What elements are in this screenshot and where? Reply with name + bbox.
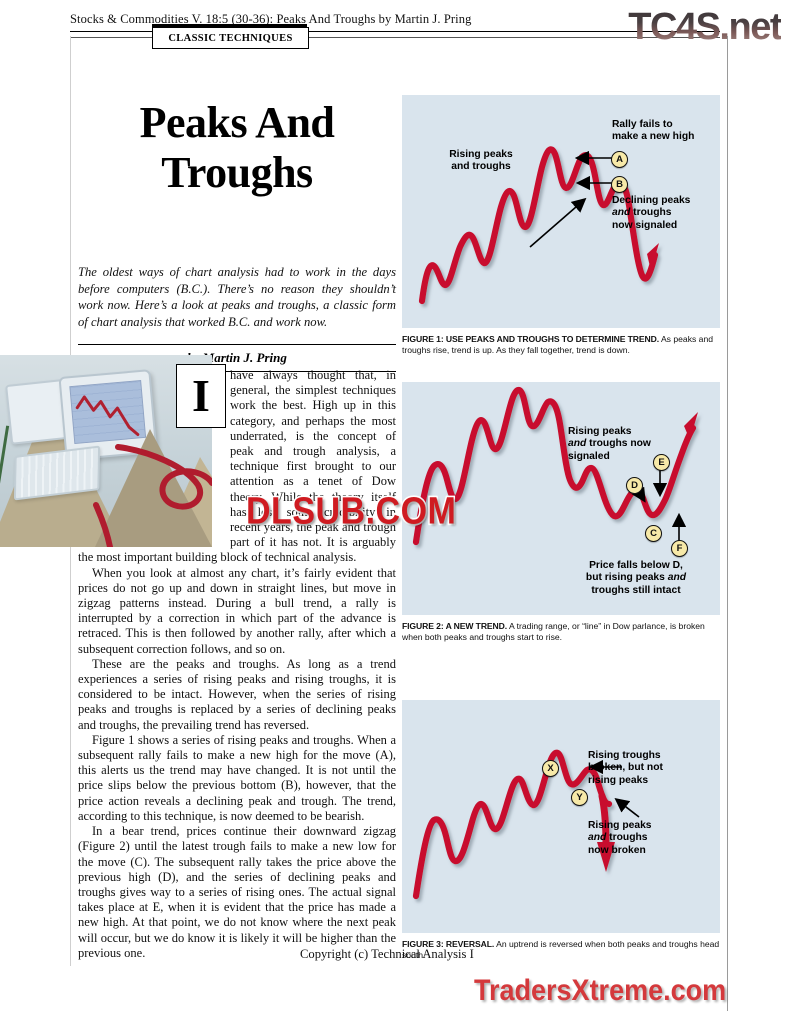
watermark-tc4s: TC4S.net	[628, 6, 782, 48]
figure-1-marker-a: A	[611, 151, 628, 168]
article-deck: The oldest ways of chart analysis had to…	[78, 265, 396, 329]
body-paragraph-4: Figure 1 shows a series of rising peaks …	[78, 732, 396, 823]
ann-text: and troughs now	[568, 438, 651, 450]
column-divider-rule	[727, 36, 728, 1011]
figure-3-annotation-troughs-broken: Rising troughs broken, but not rising pe…	[588, 750, 708, 787]
ann-text: Rising peaks	[449, 149, 513, 160]
figure-2-marker-e: E	[653, 454, 670, 471]
figure-1-trend-arrow	[529, 197, 587, 248]
figure-3-plot: Rising troughs broken, but not rising pe…	[402, 700, 720, 933]
ann-text: make a new high	[612, 131, 695, 143]
ann-text: signaled	[568, 450, 610, 462]
figure-1-marker-b: B	[611, 176, 628, 193]
ann-text: Rising peaks	[588, 820, 652, 831]
figure-3-marker-y: Y	[571, 789, 588, 806]
figure-2: Rising peaks and troughs now signaled Pr…	[402, 382, 720, 643]
figure-2-annotation-rising: Rising peaks and troughs now signaled	[568, 426, 690, 463]
drop-cap: I	[176, 364, 226, 428]
figure-2-plot: Rising peaks and troughs now signaled Pr…	[402, 382, 720, 615]
byline: by Martin J. Pring	[187, 350, 287, 365]
header-rule-thick	[70, 31, 720, 32]
body-paragraph-1: have always thought that, in general, th…	[78, 368, 396, 565]
illustration-screen-chart-icon	[75, 395, 140, 436]
figure-1-annotation-rising: Rising peaks and troughs	[426, 149, 536, 174]
kicker-box: CLASSIC TECHNIQUES	[152, 27, 309, 49]
ann-text: Rising peaks	[568, 426, 632, 437]
byline-rule-top	[78, 344, 396, 345]
ann-text: Rising troughs	[588, 750, 661, 761]
watermark-dlsub: DLSUB.COM	[244, 488, 457, 534]
copyright-notice: Copyright (c) Technical Analysis I	[300, 947, 474, 961]
ann-text: Declining peaks	[612, 195, 691, 206]
figure-1-caption: FIGURE 1: USE PEAKS AND TROUGHS TO DETER…	[402, 334, 720, 356]
figure-1-caption-bold: FIGURE 1: USE PEAKS AND TROUGHS TO DETER…	[402, 334, 660, 344]
body-paragraph-2: When you look at almost any chart, it’s …	[78, 565, 396, 656]
figure-1-caption-rest: As peaks and troughs rise, trend is up. …	[402, 334, 714, 355]
ann-text: and troughs	[588, 832, 648, 844]
kicker-label: CLASSIC TECHNIQUES	[168, 32, 293, 44]
ann-text: broken, but not	[588, 762, 663, 774]
running-head: Stocks & Commodities V. 18:5 (30-36): Pe…	[70, 12, 472, 26]
figure-3-annotation-now-broken: Rising peaks and troughs now broken	[588, 820, 704, 857]
figure-2-caption-bold: FIGURE 2: A NEW TREND.	[402, 621, 508, 631]
figure-3-caption: FIGURE 3: REVERSAL. An uptrend is revers…	[402, 939, 720, 961]
body-paragraph-3: These are the peaks and troughs. As long…	[78, 656, 396, 732]
figure-2-marker-d: D	[626, 477, 643, 494]
article-body: have always thought that, in general, th…	[78, 368, 396, 961]
kicker-bar	[152, 24, 307, 29]
watermark-tradersxtreme: TradersXtreme.com	[473, 972, 728, 1008]
ann-text: and troughs	[612, 207, 672, 219]
figure-3-pointer-y	[614, 798, 640, 818]
figure-1: Rising peaks and troughs Rally fails to …	[402, 95, 720, 356]
title-line-2: Troughs	[161, 148, 313, 197]
figure-2-caption: FIGURE 2: A NEW TREND. A trading range, …	[402, 621, 720, 643]
illustration-monitor	[58, 369, 158, 461]
figure-3-curve	[412, 749, 640, 900]
page-title: Peaks And Troughs	[78, 90, 396, 198]
figure-2-caption-rest: A trading range, or “line” in Dow parlan…	[402, 621, 705, 642]
text-wrap-spacer	[78, 368, 230, 550]
title-line-1: Peaks And	[139, 98, 335, 147]
ann-text: now broken	[588, 844, 646, 856]
ann-text: rising peaks	[588, 774, 649, 786]
figure-2-marker-f: F	[671, 540, 688, 557]
figure-3: Rising troughs broken, but not rising pe…	[402, 700, 720, 961]
figure-2-marker-c: C	[645, 525, 662, 542]
figure-3-caption-rest: An uptrend is reversed when both peaks a…	[402, 939, 720, 960]
illustration-red-ribbon	[93, 444, 212, 547]
illustration-mountain-center	[95, 429, 212, 547]
figure-1-annotation-rally: Rally fails to make a new high	[612, 119, 720, 144]
header-rule-thin	[70, 37, 720, 38]
ann-text: and troughs	[451, 161, 511, 173]
figure-2-annotation-price-falls: Price falls below D, but rising peaks an…	[562, 560, 710, 597]
figure-3-caption-bold: FIGURE 3: REVERSAL.	[402, 939, 495, 949]
figure-1-annotation-declining: Declining peaks and troughs now signaled	[612, 195, 718, 232]
ann-text: Price falls below D,	[589, 560, 683, 571]
body-paragraph-5: In a bear trend, prices continue their d…	[78, 824, 396, 960]
ann-text: but rising peaks and	[585, 572, 687, 584]
left-column: Peaks And Troughs The oldest ways of cha…	[78, 90, 396, 372]
byline-rule-bottom	[78, 371, 396, 372]
opening-illustration	[0, 355, 212, 547]
figure-1-plot: Rising peaks and troughs Rally fails to …	[402, 95, 720, 328]
ann-text: Rally fails to	[612, 119, 673, 130]
ann-text: now signaled	[612, 219, 678, 231]
ann-text: troughs still intact	[591, 584, 681, 596]
figure-3-marker-x: X	[542, 760, 559, 777]
